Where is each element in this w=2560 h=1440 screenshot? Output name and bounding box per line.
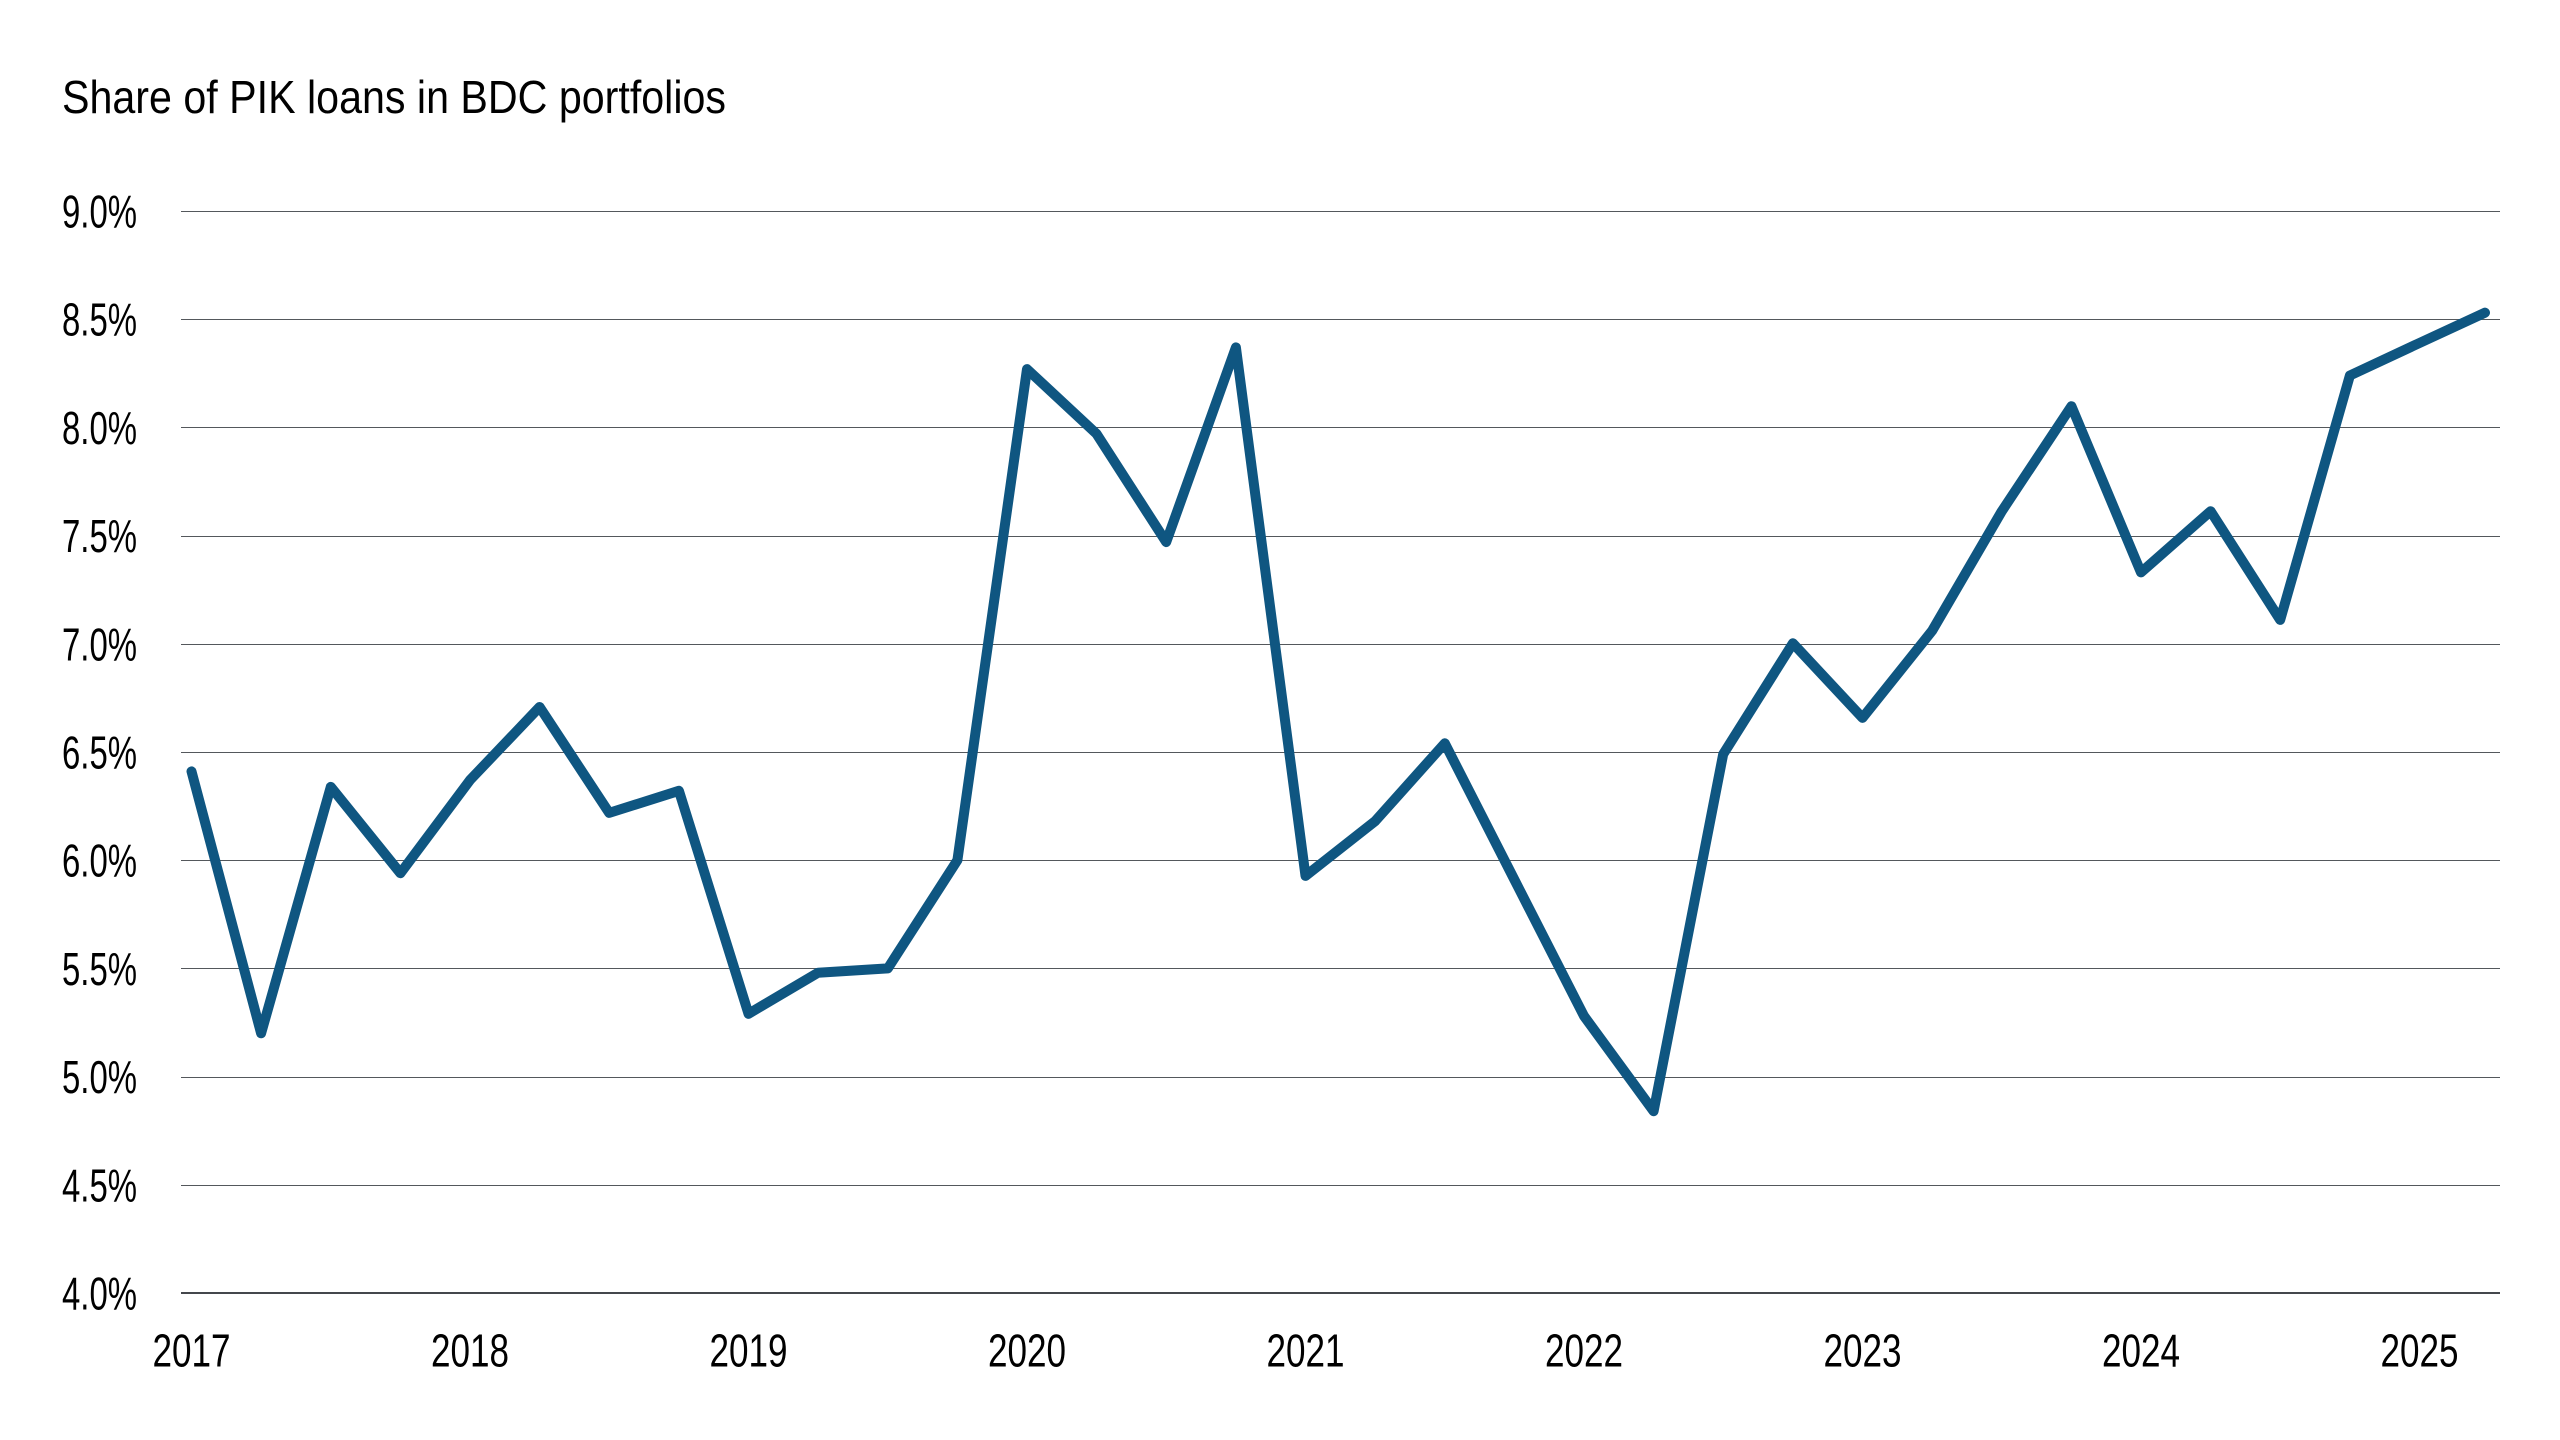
svg-text:6.5%: 6.5% <box>62 727 137 779</box>
svg-text:6.0%: 6.0% <box>62 835 137 887</box>
svg-text:9.0%: 9.0% <box>62 186 137 238</box>
svg-text:5.5%: 5.5% <box>62 943 137 995</box>
svg-text:Share of PIK loans in BDC port: Share of PIK loans in BDC portfolios <box>62 71 726 123</box>
svg-text:2024: 2024 <box>2102 1325 2180 1377</box>
svg-text:2023: 2023 <box>1824 1325 1902 1377</box>
svg-text:2025: 2025 <box>2381 1325 2459 1377</box>
svg-text:8.0%: 8.0% <box>62 402 137 454</box>
svg-text:4.5%: 4.5% <box>62 1159 137 1211</box>
svg-text:5.0%: 5.0% <box>62 1051 137 1103</box>
svg-text:2022: 2022 <box>1545 1325 1623 1377</box>
svg-text:7.0%: 7.0% <box>62 618 137 670</box>
svg-text:8.5%: 8.5% <box>62 294 137 346</box>
svg-text:2017: 2017 <box>153 1325 231 1377</box>
svg-text:2020: 2020 <box>988 1325 1066 1377</box>
svg-text:2021: 2021 <box>1267 1325 1345 1377</box>
svg-text:7.5%: 7.5% <box>62 510 137 562</box>
svg-text:2018: 2018 <box>431 1325 509 1377</box>
svg-text:4.0%: 4.0% <box>62 1268 137 1320</box>
svg-text:2019: 2019 <box>710 1325 788 1377</box>
